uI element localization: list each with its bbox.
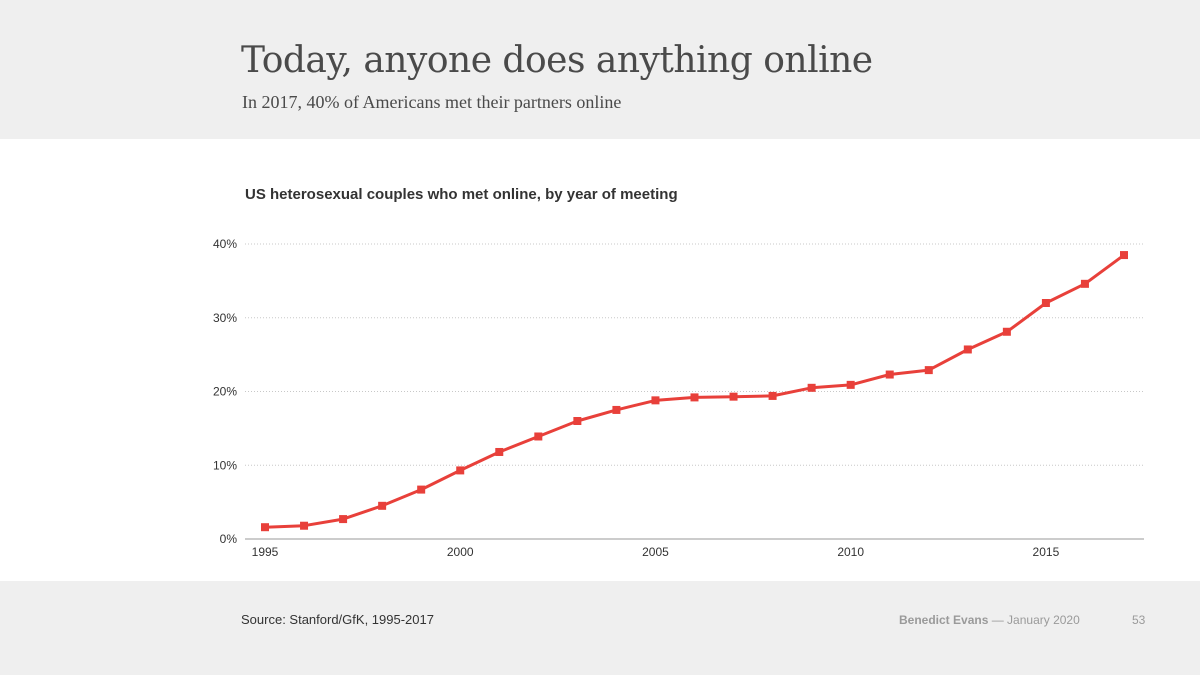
data-point xyxy=(807,383,816,392)
y-tick-label: 0% xyxy=(220,532,238,546)
footer-band: Source: Stanford/GfK, 1995-2017 Benedict… xyxy=(0,581,1200,675)
data-point xyxy=(339,515,348,524)
data-point xyxy=(651,396,660,405)
data-point xyxy=(612,405,621,414)
data-point xyxy=(924,366,933,375)
data-point xyxy=(495,447,504,456)
data-point xyxy=(1120,251,1128,260)
y-tick-label: 30% xyxy=(213,311,237,325)
source-note: Source: Stanford/GfK, 1995-2017 xyxy=(241,612,434,627)
page-number: 53 xyxy=(1132,613,1146,627)
x-tick-label: 2005 xyxy=(642,545,669,559)
data-point xyxy=(690,393,699,402)
chart-title: US heterosexual couples who met online, … xyxy=(245,186,678,203)
data-point xyxy=(1080,279,1089,288)
y-tick-label: 40% xyxy=(213,237,237,251)
header-band: Today, anyone does anything online In 20… xyxy=(0,0,1200,139)
data-point xyxy=(417,485,426,494)
data-point xyxy=(300,521,309,530)
data-point xyxy=(378,501,387,510)
page-title: Today, anyone does anything online xyxy=(241,40,873,81)
data-point xyxy=(768,391,777,400)
x-tick-label: 2000 xyxy=(447,545,474,559)
data-point xyxy=(1041,299,1050,307)
data-point xyxy=(456,466,465,475)
data-point xyxy=(963,345,972,354)
x-tick-label: 1995 xyxy=(252,545,279,559)
y-tick-label: 20% xyxy=(213,385,237,399)
data-point xyxy=(729,392,738,401)
data-point xyxy=(885,370,894,379)
data-point xyxy=(534,432,543,441)
x-tick-label: 2010 xyxy=(837,545,864,559)
publish-date: — January 2020 xyxy=(988,613,1080,627)
data-point xyxy=(573,417,582,425)
page-subtitle: In 2017, 40% of Americans met their part… xyxy=(242,92,622,112)
author-credit: Benedict Evans — January 2020 xyxy=(899,613,1080,627)
y-tick-label: 10% xyxy=(213,458,237,472)
author-name: Benedict Evans xyxy=(899,613,989,627)
data-point xyxy=(1002,327,1011,336)
x-tick-label: 2015 xyxy=(1033,545,1060,559)
data-point xyxy=(261,523,269,532)
data-point xyxy=(846,380,855,389)
